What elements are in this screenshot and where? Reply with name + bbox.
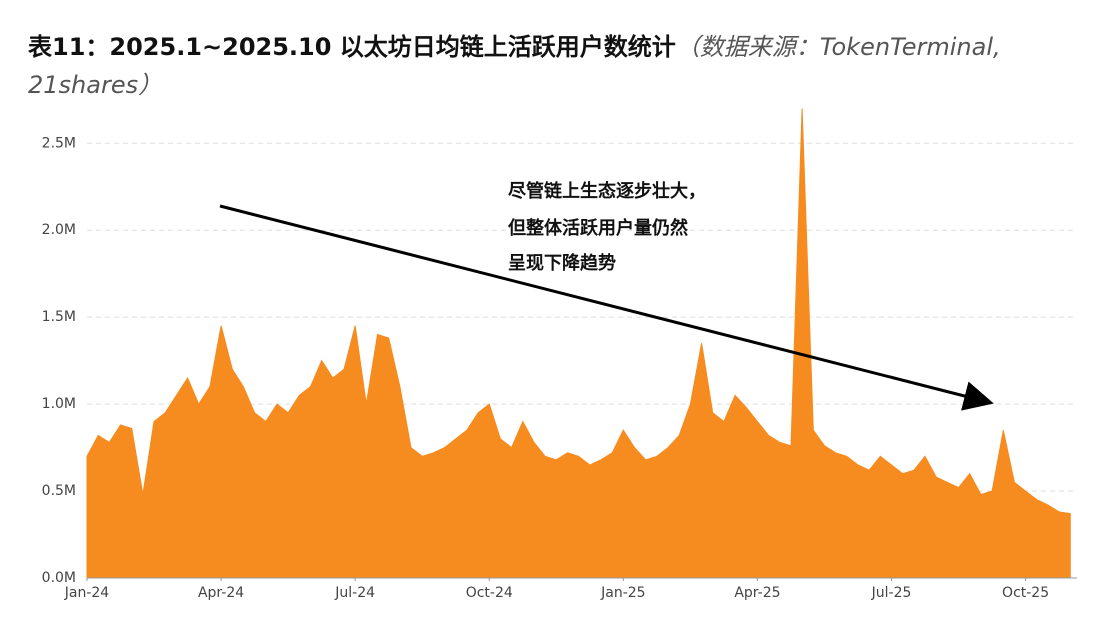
x-tick-label: Jul-24 — [334, 585, 375, 601]
x-tick-label: Jan-24 — [64, 585, 110, 601]
x-tick-label: Apr-25 — [734, 585, 780, 601]
annotation: 呈现下降趋势 — [508, 252, 616, 274]
x-tick-label: Jan-25 — [600, 585, 645, 601]
area — [86, 108, 1071, 579]
annotation: 尽管链上生态逐步壮大， — [508, 180, 706, 202]
x-tick-label: Apr-24 — [198, 585, 244, 601]
y-tick-label: 0.5M — [42, 483, 76, 499]
header: 表11：2025.1~2025.10 以太坊日均链上活跃用户数统计（数据来源：T… — [28, 28, 1078, 104]
x-tick-label: Oct-24 — [466, 585, 513, 601]
x-tick-label: Oct-25 — [1002, 585, 1049, 601]
y-tick-label: 2.0M — [42, 222, 76, 238]
x-tick-label: Jul-25 — [871, 585, 912, 601]
y-tick-label: 2.5M — [42, 135, 76, 151]
chart-subtitle: （数据来源：TokenTerminal, 21shares） — [28, 33, 1001, 99]
trend-arrow — [219, 204, 994, 411]
y-tick-label: 1.5M — [42, 309, 76, 325]
chart-title: 表11：2025.1~2025.10 以太坊日均链上活跃用户数统计 — [28, 33, 676, 61]
y-tick-label: 0.0M — [42, 570, 76, 586]
plot — [86, 108, 1077, 579]
y-tick-label: 1.0M — [42, 396, 76, 412]
annotation: 但整体活跃用户量仍然 — [507, 217, 688, 239]
